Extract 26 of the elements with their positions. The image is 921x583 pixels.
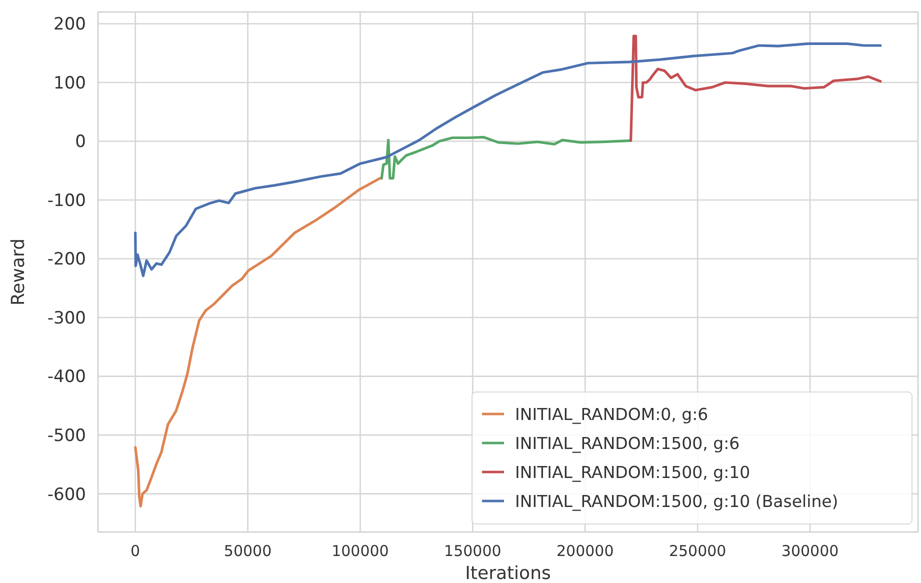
y-tick-label: 200 bbox=[54, 14, 86, 35]
legend-label: INITIAL_RANDOM:1500, g:6 bbox=[515, 434, 740, 453]
line-series bbox=[630, 34, 882, 142]
line-series bbox=[380, 136, 632, 180]
y-tick-label: -100 bbox=[47, 190, 86, 211]
legend-label: INITIAL_RANDOM:1500, g:10 bbox=[515, 462, 750, 482]
y-tick-label: -300 bbox=[47, 308, 86, 328]
x-tick-label: 200000 bbox=[556, 542, 614, 560]
x-tick-label: 50000 bbox=[224, 542, 272, 560]
x-tick-label: 300000 bbox=[781, 542, 839, 560]
y-tick-label: -500 bbox=[47, 426, 86, 446]
x-tick-label: 0 bbox=[130, 542, 140, 560]
y-tick-label: -400 bbox=[47, 367, 86, 388]
x-tick-label: 100000 bbox=[332, 542, 389, 560]
line-series bbox=[134, 42, 882, 278]
y-axis-title: Reward bbox=[8, 238, 29, 306]
legend-label: INITIAL_RANDOM:1500, g:10 (Baseline) bbox=[515, 492, 838, 511]
legend-label: INITIAL_RANDOM:0, g:6 bbox=[515, 404, 708, 424]
y-tick-label: 0 bbox=[75, 132, 86, 152]
y-tick-label: -600 bbox=[47, 484, 86, 505]
y-tick-label: 100 bbox=[54, 73, 86, 94]
line-series bbox=[134, 176, 383, 508]
x-tick-label: 150000 bbox=[444, 542, 502, 560]
y-tick-label: -200 bbox=[47, 250, 86, 270]
x-tick-label: 250000 bbox=[668, 542, 726, 560]
x-axis-title: Iterations bbox=[465, 563, 551, 583]
